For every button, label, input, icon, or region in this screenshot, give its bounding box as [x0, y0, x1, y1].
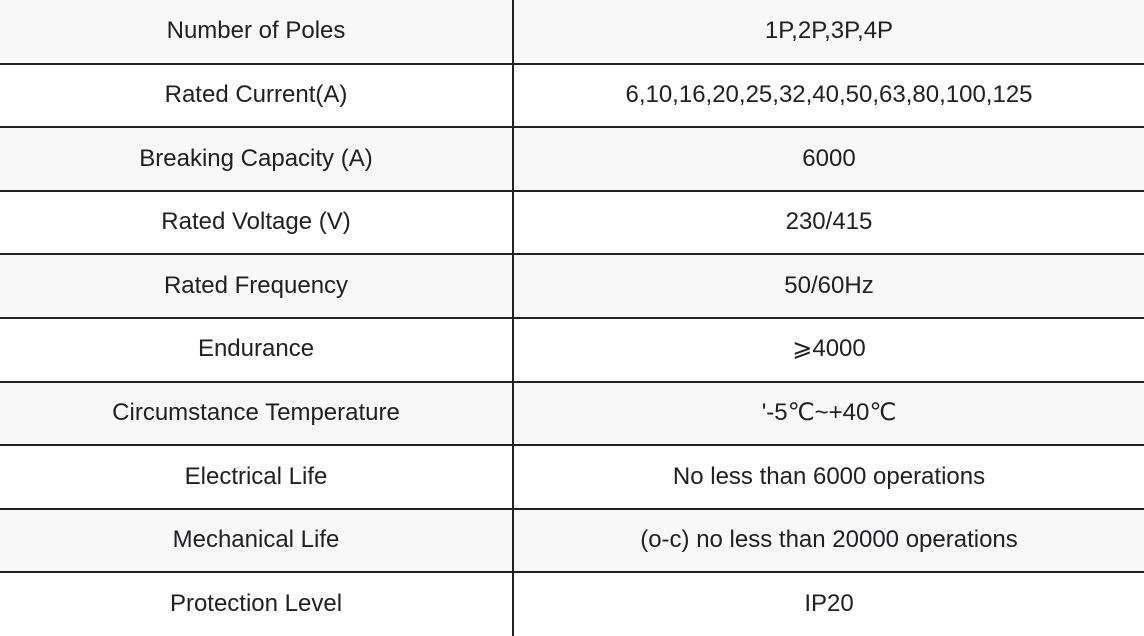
spec-label-cell: Mechanical Life [0, 507, 514, 573]
table-row: Breaking Capacity (A) 6000 [0, 126, 1144, 191]
spec-label-cell: Rated Current(A) [0, 62, 514, 128]
spec-value-cell: (o-c) no less than 20000 operations [513, 507, 1144, 573]
spec-value-cell: ⩾4000 [513, 316, 1144, 382]
spec-label-cell: Electrical Life [0, 444, 514, 509]
table-row: Protection Level IP20 [0, 571, 1144, 636]
spec-label-cell: Protection Level [0, 571, 514, 636]
table-row: Electrical Life No less than 6000 operat… [0, 444, 1144, 509]
spec-value-cell: No less than 6000 operations [513, 444, 1144, 509]
spec-value-cell: IP20 [513, 571, 1144, 636]
spec-value-cell: 230/415 [513, 189, 1144, 255]
table-row: Rated Frequency 50/60Hz [0, 253, 1144, 318]
spec-label-cell: Rated Frequency [0, 253, 514, 318]
spec-label-cell: Rated Voltage (V) [0, 189, 514, 255]
table-row: Circumstance Temperature '-5℃~+40℃ [0, 380, 1144, 446]
table-row: Mechanical Life (o-c) no less than 20000… [0, 507, 1144, 573]
spec-label-cell: Endurance [0, 316, 514, 382]
spec-value-cell: 50/60Hz [513, 253, 1144, 318]
table-row: Rated Current(A) 6,10,16,20,25,32,40,50,… [0, 62, 1144, 128]
spec-value-cell: '-5℃~+40℃ [513, 380, 1144, 446]
spec-value-cell: 6,10,16,20,25,32,40,50,63,80,100,125 [513, 62, 1144, 128]
table-row: Number of Poles 1P,2P,3P,4P [0, 0, 1144, 64]
spec-label-cell: Number of Poles [0, 0, 514, 64]
table-row: Rated Voltage (V) 230/415 [0, 189, 1144, 255]
spec-value-cell: 1P,2P,3P,4P [764, 16, 894, 44]
table-row: Endurance ⩾4000 [0, 316, 1144, 382]
spec-value-cell: 6000 [513, 126, 1144, 191]
spec-label-cell: Circumstance Temperature [0, 380, 514, 446]
spec-label-cell: Breaking Capacity (A) [0, 126, 514, 191]
